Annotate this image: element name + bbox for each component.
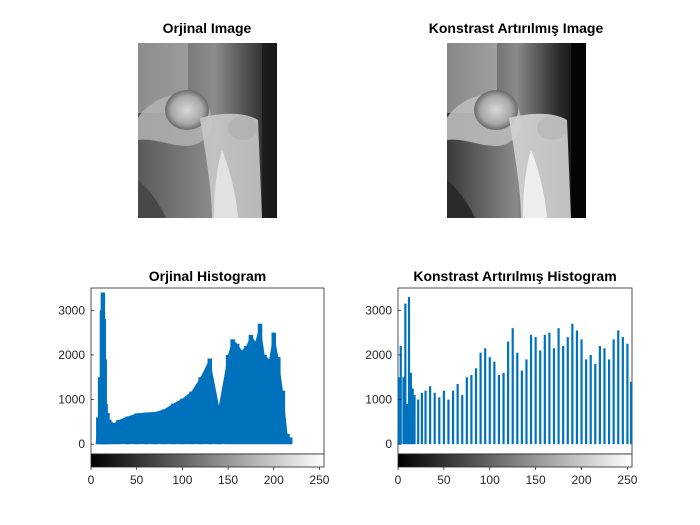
histogram-bar (493, 361, 496, 445)
histogram-bar (451, 390, 455, 445)
histogram-bar (566, 337, 569, 445)
histogram-bar (598, 346, 601, 445)
histogram-bar (402, 377, 405, 445)
histogram-bar (562, 346, 565, 445)
histogram-bar (470, 375, 473, 445)
histogram-bar (399, 346, 402, 445)
x-tick-label: 100 (172, 473, 192, 487)
y-tick-label: 3000 (365, 303, 392, 317)
histogram-bar (433, 392, 436, 445)
histogram-bar (447, 399, 450, 445)
histogram-bar (406, 404, 409, 445)
original-image-title: Orjinal Image (163, 20, 252, 36)
histogram-bar (413, 395, 416, 445)
histogram-bar (539, 350, 542, 445)
histogram-bar (442, 390, 445, 445)
x-tick-label: 200 (572, 473, 592, 487)
histogram-bar (548, 332, 551, 445)
histogram-bar (488, 357, 491, 445)
histogram-bar (580, 339, 583, 445)
histogram-bar (429, 386, 432, 445)
histogram-area (95, 292, 293, 445)
histogram-bar (407, 296, 411, 445)
histogram-bar (411, 388, 414, 445)
histogram-bar (397, 377, 401, 445)
histogram-bar (603, 348, 606, 445)
histogram-bar (607, 359, 611, 445)
y-tick-label: 0 (385, 437, 392, 451)
histogram-bar (585, 359, 588, 445)
histogram-bar (516, 352, 519, 445)
chart-title: Konstrast Artırılmış Histogram (413, 268, 616, 284)
histogram-bar (479, 352, 482, 445)
enhanced-xray-image (447, 43, 586, 218)
chart-title: Orjinal Histogram (149, 268, 266, 284)
histogram-bar (589, 354, 592, 445)
histogram-bar (424, 390, 427, 445)
histogram-bar (511, 328, 514, 445)
histogram-bar (420, 392, 423, 445)
enhanced-image-title: Konstrast Artırılmış Image (429, 20, 604, 36)
histogram-bar (621, 337, 624, 445)
grayscale-colorbar (90, 453, 325, 468)
histogram-bar (575, 330, 579, 445)
x-tick-label: 200 (264, 473, 284, 487)
histogram-bar (502, 372, 505, 445)
histogram-bar (404, 303, 407, 445)
histogram-bar (612, 339, 615, 445)
x-tick-label: 100 (480, 473, 500, 487)
histogram-bar (484, 348, 487, 445)
histogram-bar (438, 397, 441, 445)
y-tick-label: 3000 (58, 303, 85, 317)
original-xray-image (138, 43, 277, 218)
x-tick-label: 0 (395, 473, 402, 487)
x-tick-label: 250 (617, 473, 637, 487)
x-tick-label: 50 (437, 473, 451, 487)
histogram-bar (497, 375, 501, 445)
histogram-bar (465, 377, 468, 445)
histogram-bar (617, 330, 620, 445)
y-tick-label: 2000 (365, 348, 392, 362)
histogram-bar (552, 348, 556, 445)
y-tick-label: 1000 (58, 393, 85, 407)
histogram-bar (534, 337, 537, 445)
x-tick-label: 50 (130, 473, 144, 487)
histogram-bar (417, 399, 420, 445)
enhanced-histogram: Konstrast Artırılmış Histogram0100020003… (365, 268, 637, 487)
histogram-bar (456, 383, 459, 445)
x-tick-label: 150 (526, 473, 546, 487)
x-tick-label: 250 (309, 473, 329, 487)
histogram-bar (520, 370, 523, 445)
x-tick-label: 0 (88, 473, 95, 487)
histogram-bar (626, 343, 629, 445)
histogram-bar (543, 334, 546, 445)
histogram-bar (474, 368, 478, 445)
original-histogram: Orjinal Histogram 0 1000 2000 3000 0 50 100 150 2… (58, 268, 329, 487)
y-tick-label: 2000 (58, 348, 85, 362)
y-tick-label: 1000 (365, 393, 392, 407)
histogram-bar (409, 372, 412, 445)
plot-area (397, 287, 633, 455)
y-tick-label: 0 (78, 437, 85, 451)
grayscale-colorbar (397, 453, 633, 468)
histogram-bar (507, 341, 510, 445)
histogram-bar (594, 363, 597, 445)
x-tick-label: 150 (218, 473, 238, 487)
histogram-bar (557, 328, 560, 445)
histogram-bar (529, 334, 533, 445)
histogram-bar (571, 323, 574, 445)
histogram-bar (461, 395, 464, 445)
histogram-bar (629, 381, 633, 445)
histogram-bar (525, 359, 528, 445)
